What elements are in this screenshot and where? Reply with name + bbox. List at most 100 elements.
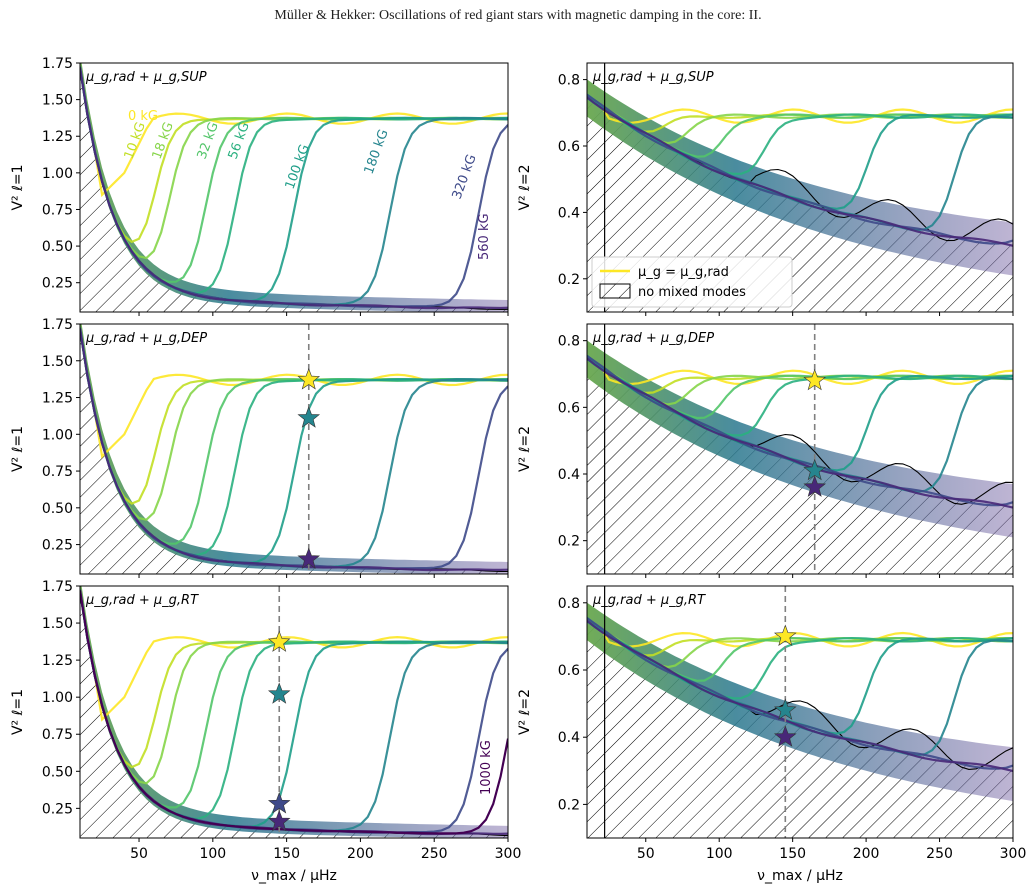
ytick-label: 1.00 <box>42 166 73 182</box>
panel-annotation: μ_g,rad + μ_g,RT <box>85 593 199 608</box>
series-line-8 <box>587 357 1013 509</box>
xtick-label: 50 <box>130 846 148 862</box>
ytick-label: 1.50 <box>42 354 73 370</box>
series-line-8 <box>587 96 1013 247</box>
axes-frame <box>79 323 509 575</box>
legend-label-1: no mixed modes <box>638 285 746 300</box>
series-line-3 <box>80 589 508 809</box>
ytick-label: 0.75 <box>42 727 73 743</box>
ytick-label: 1.25 <box>42 653 73 669</box>
ytick-label: 0.4 <box>558 730 580 746</box>
star-marker-1 <box>803 458 827 481</box>
xtick-label: 300 <box>1000 846 1027 862</box>
ytick-label: 0.8 <box>558 73 580 89</box>
series-line-0 <box>80 590 508 722</box>
panel-bottom-left: 0.25 0.50 0.75 1.00 1.25 1.50 1.75 50 100 150 200 2… <box>10 579 522 884</box>
star-marker-2 <box>803 475 827 497</box>
panel-annotation: μ_g,rad + μ_g,DEP <box>592 331 714 346</box>
ytick-label: 0.25 <box>42 276 73 292</box>
page-header: Müller & Hekker: Oscillations of red gia… <box>274 8 762 23</box>
xtick-label: 50 <box>637 846 655 862</box>
ytick-label: 1.75 <box>42 317 73 333</box>
xtick-label: 150 <box>779 846 806 862</box>
ytick-label: 0.75 <box>42 464 73 480</box>
curve-label-1: 10 kG <box>122 120 149 161</box>
series-line-8 <box>80 67 508 310</box>
curve-label-5: 100 kG <box>283 142 313 191</box>
plot-area <box>80 324 508 574</box>
ytick-label: 1.00 <box>42 427 73 443</box>
xtick-label: 100 <box>706 846 733 862</box>
panel-annotation: μ_g,rad + μ_g,DEP <box>85 331 207 346</box>
y-axis-label: V² ℓ=2 <box>517 689 533 735</box>
star-marker-1 <box>267 682 291 704</box>
xtick-label: 250 <box>421 846 448 862</box>
series-line-0 <box>587 95 1013 124</box>
legend-hatch-icon <box>599 283 631 299</box>
series-line-7 <box>587 617 1013 770</box>
ytick-label: 1.75 <box>42 56 73 72</box>
legend-label-0: μ_g = μ_g,rad <box>638 265 729 280</box>
star-marker-1 <box>297 406 321 428</box>
curve-label-7: 320 kG <box>450 152 480 201</box>
star-marker-0 <box>297 368 321 390</box>
curve-label-4: 56 kG <box>226 120 253 161</box>
star-marker-2 <box>773 725 797 747</box>
ytick-label: 1.75 <box>42 579 73 595</box>
series-line-0 <box>587 356 1013 386</box>
curve-label-0: 0 kG <box>128 109 158 124</box>
plot-area <box>587 586 1013 838</box>
ytick-label: 0.50 <box>42 501 73 517</box>
ytick-label: 0.6 <box>558 400 580 416</box>
axes-frame <box>79 585 509 839</box>
series-line-8 <box>80 328 508 572</box>
panel-middle-right: 0.2 0.4 0.6 0.8 μ_g,rad + μ_g,DEP V² ℓ=2 <box>517 323 1014 578</box>
curve-label-2: 18 kG <box>150 120 177 161</box>
no-mixed-modes-region <box>80 328 508 574</box>
panel-annotation: μ_g,rad + μ_g,SUP <box>85 70 207 85</box>
y-axis-label: V² ℓ=2 <box>517 164 533 210</box>
xtick-label: 300 <box>495 846 522 862</box>
ytick-label: 1.50 <box>42 93 73 109</box>
y-axis-label: V² ℓ=1 <box>10 164 26 210</box>
series-line-0 <box>587 618 1013 648</box>
star-marker-0 <box>803 368 827 391</box>
ytick-label: 0.6 <box>558 139 580 155</box>
ytick-label: 0.6 <box>558 663 580 679</box>
ytick-label: 0.25 <box>42 801 73 817</box>
series-line-7 <box>587 354 1013 507</box>
xtick-label: 100 <box>199 846 226 862</box>
plot-area <box>80 63 508 312</box>
panel-annotation: μ_g,rad + μ_g,RT <box>592 593 706 608</box>
ytick-label: 0.2 <box>558 534 580 550</box>
panel-annotation: μ_g,rad + μ_g,SUP <box>592 70 714 85</box>
y-axis-label: V² ℓ=1 <box>10 426 26 472</box>
y-axis-label: V² ℓ=1 <box>10 689 26 735</box>
series-line-1000kG <box>80 590 508 835</box>
ytick-label: 1.50 <box>42 616 73 632</box>
series-line-7 <box>587 93 1013 245</box>
ytick-label: 0.4 <box>558 205 580 221</box>
star-marker-0 <box>773 624 797 646</box>
star-marker-2 <box>267 792 291 814</box>
axes-frame <box>586 62 1014 313</box>
xtick-label: 150 <box>273 846 300 862</box>
ytick-label: 0.50 <box>42 239 73 255</box>
ytick-label: 1.25 <box>42 129 73 145</box>
ytick-label: 0.2 <box>558 797 580 813</box>
star-marker-0 <box>267 630 291 652</box>
ytick-label: 0.50 <box>42 764 73 780</box>
xtick-label: 200 <box>347 846 374 862</box>
ytick-label: 1.25 <box>42 391 73 407</box>
no-mixed-modes-region <box>80 590 508 838</box>
panel-top-left: 0.25 0.50 0.75 1.00 1.25 1.50 1.75 μ_g,rad + μ_… <box>10 56 509 316</box>
no-mixed-modes-region <box>80 67 508 312</box>
xtick-label: 200 <box>853 846 880 862</box>
panel-middle-left: 0.25 0.50 0.75 1.00 1.25 1.50 1.75 μ_g,rad + μ_… <box>10 317 509 578</box>
curve-label-8: 560 kG <box>477 213 492 260</box>
series-line-0 <box>80 328 508 459</box>
axes-frame <box>586 323 1014 575</box>
star-marker-2 <box>297 547 321 569</box>
